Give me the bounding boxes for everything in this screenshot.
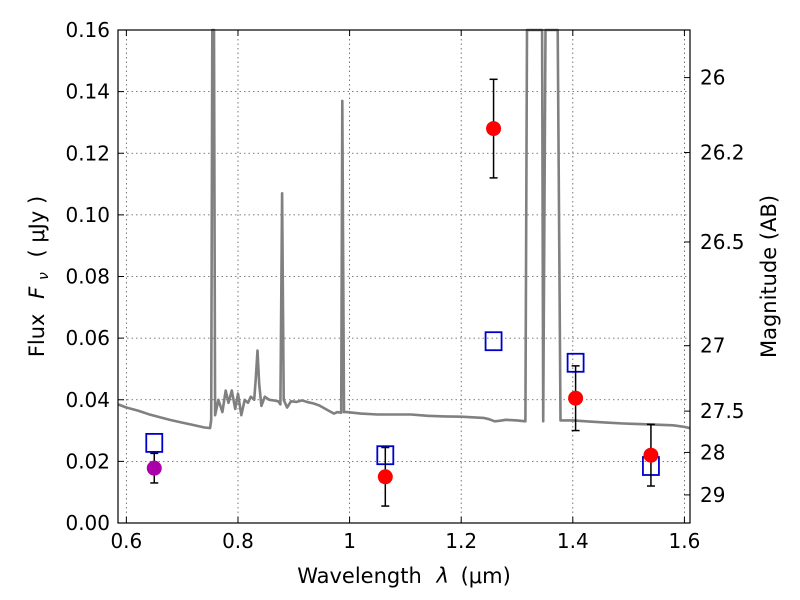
y-tick-label: 0.12 <box>65 141 110 165</box>
marker-layer <box>145 78 660 507</box>
y-axis-label-text: Flux <box>25 314 49 358</box>
y-tick-label: 0.08 <box>65 265 110 289</box>
x-axis-label: Wavelength λ (μm) <box>297 564 511 588</box>
y-axis-label: Flux F ν ( μJy ) <box>25 196 53 357</box>
spectrum-line <box>117 28 691 430</box>
x-axis-symbol: λ <box>435 564 448 588</box>
x-tick-label: 1.6 <box>669 529 701 553</box>
y-tick-label: 0.02 <box>65 449 110 473</box>
y2-tick-label: 26.5 <box>700 230 745 254</box>
y2-axis-label: Magnitude (AB) <box>757 195 781 358</box>
x-tick-label: 1 <box>343 529 356 553</box>
y-tick-label: 0.06 <box>65 326 110 350</box>
model-square-marker <box>484 331 503 352</box>
y-tick-label: 0.16 <box>65 18 110 42</box>
tick-layer: 0.6 0.8 1 1.2 1.4 1.6 0.00 0.02 0.04 0.06 0.08 0.10… <box>65 18 744 553</box>
x-axis-label-text: Wavelength <box>297 564 422 588</box>
observed-point-marker <box>486 121 502 137</box>
y-tick-label: 0.04 <box>65 388 110 412</box>
spectrum-layer <box>117 28 691 430</box>
y2-tick-label: 26 <box>700 66 725 90</box>
y2-tick-label: 26.2 <box>700 141 745 165</box>
y-axis-symbol-subscript: ν <box>36 272 52 280</box>
x-tick-label: 0.8 <box>222 529 254 553</box>
y-tick-label: 0.00 <box>65 511 110 535</box>
y2-tick-label: 27.5 <box>700 399 745 423</box>
observed-point-marker <box>643 447 659 463</box>
y-axis-symbol: F <box>25 286 49 299</box>
x-tick-label: 0.6 <box>110 529 142 553</box>
y2-tick-label: 27 <box>700 334 725 358</box>
x-tick-label: 1.4 <box>557 529 589 553</box>
observed-point-marker <box>377 469 393 485</box>
y2-tick-label: 28 <box>700 440 725 464</box>
model-square-marker <box>145 432 164 453</box>
grid-layer <box>118 30 690 523</box>
observed-point-alt-marker <box>146 460 162 476</box>
x-tick-label: 1.2 <box>445 529 477 553</box>
y-axis-unit: ( μJy ) <box>25 196 49 258</box>
y-tick-label: 0.14 <box>65 80 110 104</box>
y-tick-label: 0.10 <box>65 203 110 227</box>
y2-tick-label: 29 <box>700 483 725 507</box>
observed-point-marker <box>568 390 584 406</box>
x-axis-unit: (μm) <box>461 564 511 588</box>
